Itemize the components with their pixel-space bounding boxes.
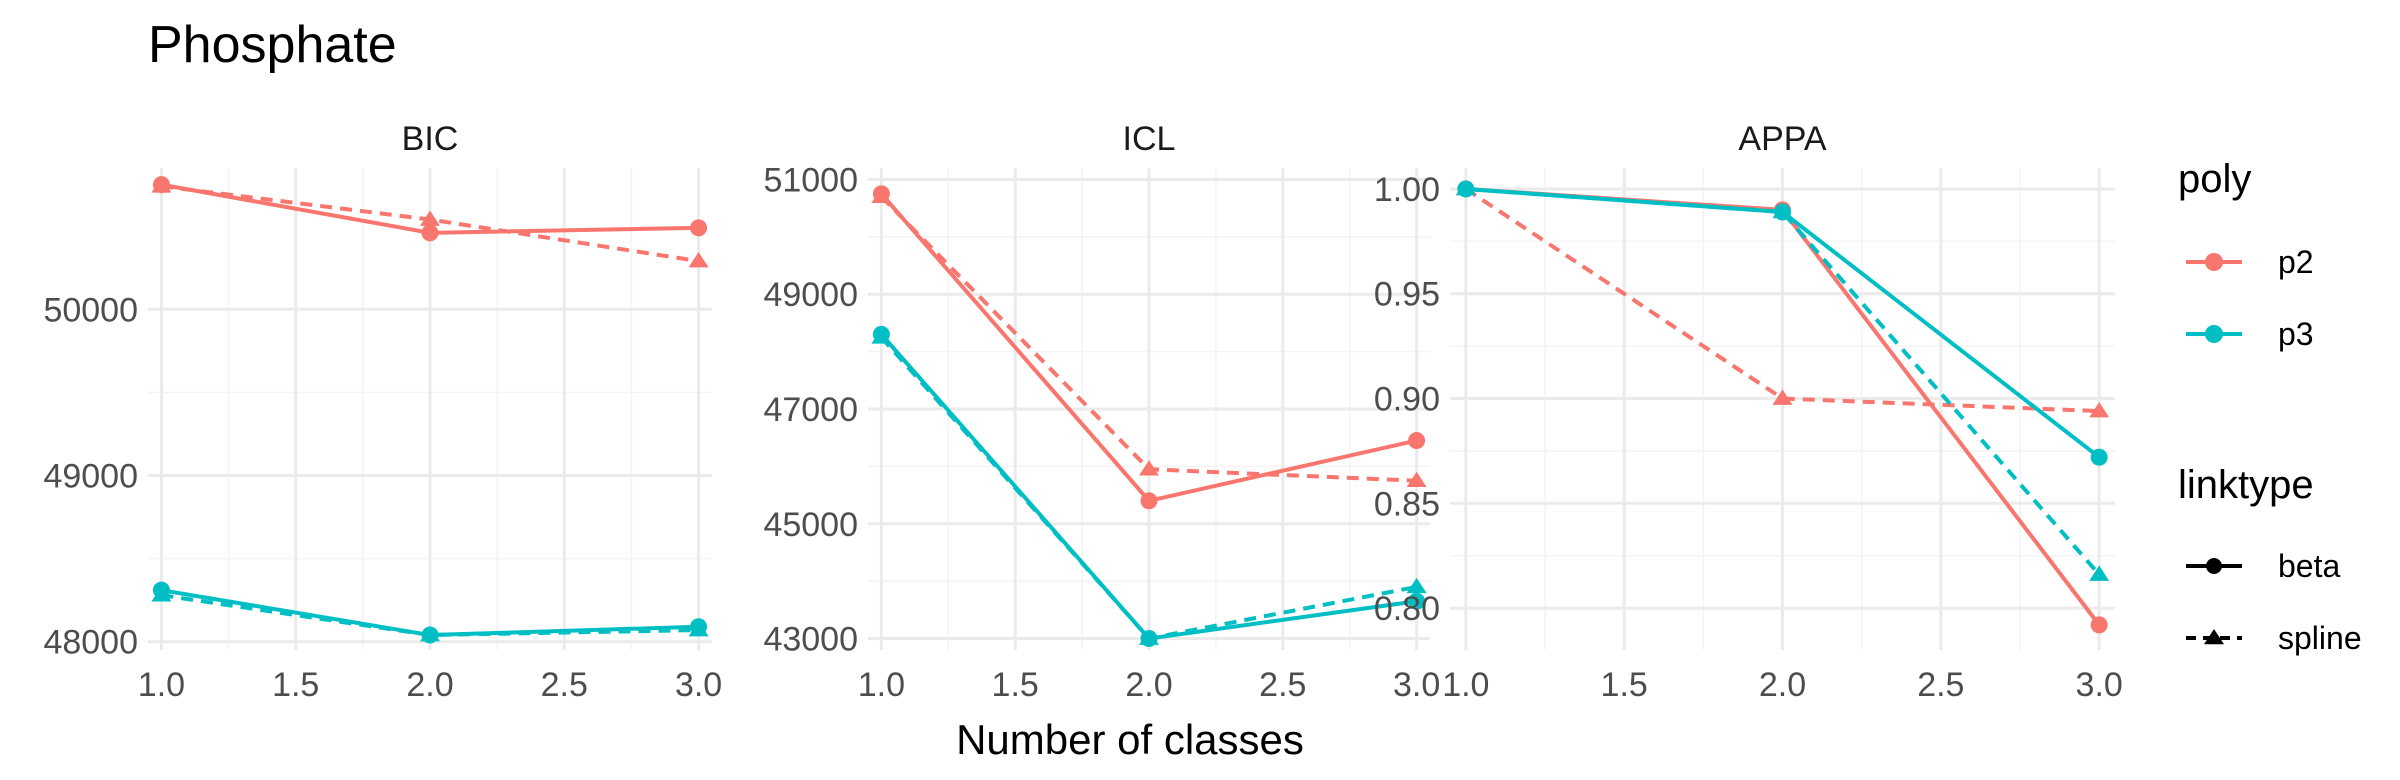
point-p3-spline [2089, 565, 2110, 581]
point-p2-spline [871, 187, 892, 203]
x-tick-label: 3.0 [2076, 666, 2123, 704]
point-p2-beta [2090, 616, 2108, 634]
legend: poly p2 p3 linktype beta spline [2178, 157, 2362, 656]
x-tick-label: 2.0 [1125, 666, 1172, 704]
point-p2-spline [151, 177, 172, 193]
point-p3-spline [1406, 577, 1427, 594]
y-tick-label: 49000 [763, 276, 858, 314]
point-p3-spline [1772, 203, 1793, 219]
legend-label-p2: p2 [2278, 244, 2314, 280]
x-tick-label: 1.0 [858, 666, 905, 704]
point-p3-beta [2090, 448, 2108, 466]
y-tick-label: 50000 [43, 291, 138, 329]
point-p3-spline [1139, 629, 1159, 645]
panels: 48000 49000 50000 1.0 1.5 2.0 2.5 3.0 BIC 43000 45… [43, 120, 2122, 704]
point-p2-beta [690, 219, 708, 237]
y-tick-label: 51000 [763, 161, 858, 199]
x-tick-label: 2.5 [1917, 666, 1964, 704]
legend-key-point [2206, 558, 2222, 574]
point-p2-beta [1408, 432, 1426, 450]
panel-bic: 48000 49000 50000 1.0 1.5 2.0 2.5 3.0 BIC [43, 120, 722, 704]
point-p2-spline [1406, 471, 1427, 488]
series-line-p2-spline [1464, 187, 2100, 414]
point-p2-spline [420, 210, 440, 226]
x-tick-label: 1.5 [272, 666, 319, 704]
x-tick-label: 2.0 [1759, 666, 1806, 704]
legend-label-beta: beta [2278, 548, 2340, 584]
y-tick-label: 0.85 [1374, 485, 1440, 523]
point-p3-beta [1408, 592, 1426, 610]
x-tick-label: 2.0 [406, 666, 453, 704]
legend-key-point [2205, 325, 2223, 343]
x-tick-label: 1.0 [138, 666, 185, 704]
legend-label-p3: p3 [2278, 316, 2314, 352]
y-tick-label: 43000 [763, 621, 858, 659]
x-axis-label: Number of classes [956, 716, 1304, 763]
panel-title: BIC [402, 120, 459, 158]
chart-title: Phosphate [148, 16, 397, 74]
y-tick-label: 0.95 [1374, 276, 1440, 314]
legend-title-poly: poly [2178, 157, 2251, 201]
point-p2-spline [1139, 460, 1159, 476]
y-tick-label: 0.90 [1374, 381, 1440, 419]
series-line-p3-spline [1465, 186, 2101, 576]
legend-title-linktype: linktype [2178, 463, 2314, 507]
panel-title: APPA [1738, 120, 1827, 158]
x-tick-label: 2.5 [1259, 666, 1306, 704]
point-p2-beta [421, 224, 439, 242]
point-p3-spline [420, 626, 440, 642]
y-tick-label: 0.80 [1374, 590, 1440, 628]
point-p3-spline [151, 586, 172, 602]
point-p2-spline [1772, 389, 1793, 405]
panel-title: ICL [1123, 120, 1176, 158]
legend-key-point [2205, 253, 2223, 271]
y-tick-label: 48000 [43, 624, 138, 662]
x-tick-label: 1.5 [1601, 666, 1648, 704]
y-tick-label: 45000 [763, 506, 858, 544]
y-tick-label: 49000 [43, 457, 138, 495]
point-p3-spline [871, 328, 892, 344]
x-tick-label: 3.0 [1393, 666, 1440, 704]
point-p2-beta [1140, 492, 1158, 510]
point-p2-spline [688, 252, 709, 268]
legend-label-spline: spline [2278, 620, 2362, 656]
x-tick-label: 1.0 [1442, 666, 1489, 704]
x-tick-label: 1.5 [992, 666, 1039, 704]
point-p2-spline [2089, 402, 2110, 418]
point-p3-spline [1455, 179, 1476, 196]
x-tick-label: 3.0 [675, 666, 722, 704]
panel-appa: 0.80 0.85 0.90 0.95 1.00 1.0 1.5 2.0 2.5 3.0 APPA [1374, 120, 2123, 704]
legend-key-point [2204, 629, 2224, 645]
panel-icl: 43000 45000 47000 49000 51000 1.0 1.5 2.0 2.5 3.0… [763, 120, 1440, 704]
y-tick-label: 1.00 [1374, 171, 1440, 209]
point-p3-spline [688, 621, 709, 637]
x-tick-label: 2.5 [541, 666, 588, 704]
y-tick-label: 47000 [763, 391, 858, 429]
